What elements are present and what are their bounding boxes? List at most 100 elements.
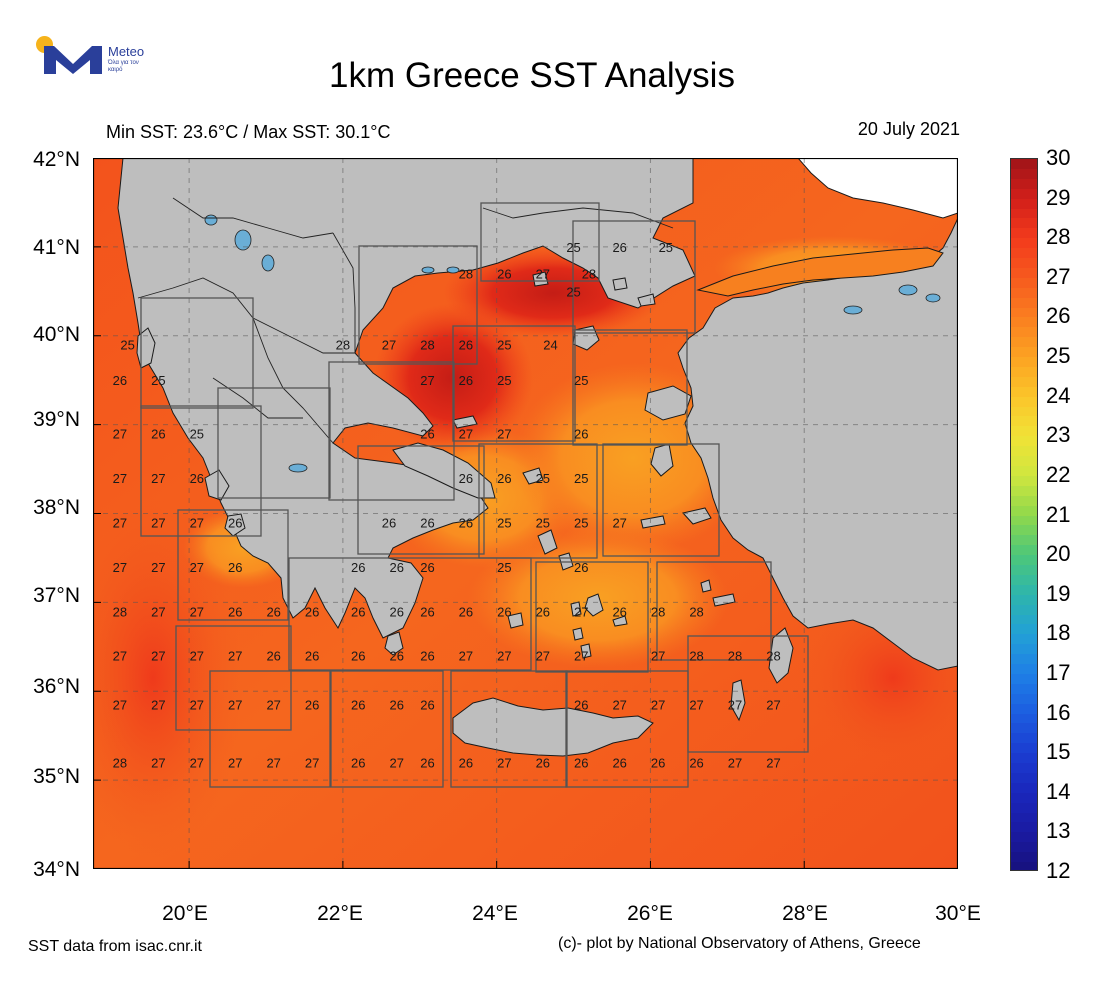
sst-value: 26 [420,649,434,664]
sst-value: 26 [351,649,365,664]
sst-value: 27 [190,604,204,619]
sst-value: 27 [459,649,473,664]
sst-value: 26 [612,240,626,255]
lat-label: 37°N [33,584,80,607]
meteo-m-icon [44,46,102,74]
sst-value: 27 [574,604,588,619]
sst-value: 26 [420,755,434,770]
sst-value: 27 [612,698,626,713]
colorbar-label: 26 [1046,303,1071,329]
region-box [358,245,478,365]
lon-label: 26°E [627,902,673,925]
sst-value: 26 [574,560,588,575]
andros-island [537,529,558,555]
lake [234,229,252,251]
sst-value: 28 [582,267,596,282]
sst-value: 27 [190,560,204,575]
region-box [450,670,568,788]
region-box [478,443,598,559]
lake [925,293,941,303]
sst-value: 26 [351,560,365,575]
naxos-island [584,593,604,617]
lat-label: 40°N [33,323,80,346]
lat-label: 39°N [33,408,80,431]
analysis-date: 20 July 2021 [857,119,960,139]
colorbar-label: 18 [1046,620,1071,646]
colorbar-label: 13 [1046,818,1071,844]
sst-value: 25 [536,515,550,530]
sst-value: 26 [651,755,665,770]
sst-value: 27 [766,755,780,770]
region-box [328,361,455,501]
sst-value: 27 [728,698,742,713]
sst-value: 26 [497,604,511,619]
region-box [175,625,292,731]
sst-value: 28 [728,649,742,664]
sst-value: 27 [728,755,742,770]
sst-value: 26 [420,560,434,575]
sst-value: 27 [190,515,204,530]
region-box [572,220,696,334]
sporades-islands [452,415,478,429]
sst-value: 27 [612,515,626,530]
sst-value: 26 [689,755,703,770]
region-box [602,443,720,557]
kythira-island [384,631,404,656]
lake [261,254,275,272]
sst-value: 26 [459,471,473,486]
colorbar-label: 15 [1046,739,1071,765]
sst-value: 25 [151,373,165,388]
sst-value: 27 [151,755,165,770]
sst-value: 26 [389,698,403,713]
colorbar-label: 25 [1046,343,1071,369]
graticule [93,158,958,869]
region-box [535,561,649,673]
lon-label: 22°E [317,902,363,925]
sst-value: 26 [190,471,204,486]
meteo-logo: Meteo Όλα για τον καιρό [36,34,166,84]
sst-value: 26 [420,604,434,619]
sst-value: 26 [228,515,242,530]
sst-value: 27 [536,267,550,282]
sst-value: 26 [382,515,396,530]
sst-value: 26 [574,698,588,713]
colorbar-label: 20 [1046,541,1071,567]
sst-value: 25 [497,515,511,530]
black-sea-corner [797,158,958,219]
samos-island [682,507,712,525]
plot-credit: (c)- plot by National Observatory of Ath… [558,935,921,952]
sst-value: 27 [420,373,434,388]
sst-value: 27 [228,649,242,664]
colorbar-label: 28 [1046,224,1071,250]
sst-value: 26 [536,604,550,619]
sst-value: 26 [459,604,473,619]
sst-map[interactable]: 25 26 25 25 28 26 27 28 25 28 27 28 26 25 24 26 25 27 26 25… [93,158,958,869]
sst-value: 26 [612,755,626,770]
karpathos-island [730,679,746,722]
sst-value: 26 [497,471,511,486]
sst-value: 26 [459,755,473,770]
sst-value: 26 [389,604,403,619]
sst-value: 27 [113,515,127,530]
lon-label: 24°E [472,902,518,925]
sst-value: 26 [266,649,280,664]
sst-value: 27 [574,649,588,664]
sst-value: 25 [574,373,588,388]
region-box [687,635,809,753]
sst-value: 26 [351,604,365,619]
sst-value: 27 [536,649,550,664]
sst-value: 25 [536,471,550,486]
sst-value: 27 [389,755,403,770]
sst-value: 26 [536,755,550,770]
sst-value: 27 [151,698,165,713]
sst-value: 27 [497,649,511,664]
sst-value: 26 [351,698,365,713]
colorbar-label: 22 [1046,461,1071,487]
admin-border [172,197,334,239]
lat-label: 41°N [33,236,80,259]
sst-value: 28 [113,604,127,619]
sst-value: 26 [305,698,319,713]
sst-value: 28 [689,649,703,664]
thasos-island [532,271,549,287]
sst-value: 26 [228,560,242,575]
